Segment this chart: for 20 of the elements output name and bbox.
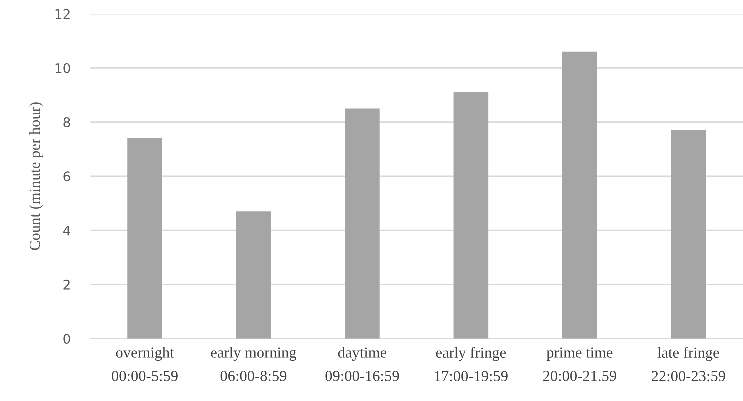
x-tick-label: early fringe 17:00-19:59 <box>435 347 508 382</box>
y-tick-label: 10 <box>56 63 70 74</box>
bar <box>454 92 489 339</box>
y-tick-label: 6 <box>64 172 70 182</box>
y-tick-label: 0 <box>64 334 70 344</box>
x-tick-label: early morning 06:00-8:59 <box>211 347 297 382</box>
y-tick-label: 4 <box>63 226 70 236</box>
bar <box>128 138 162 339</box>
x-tick-label: prime time 20:00-21.59 <box>543 348 616 382</box>
bar <box>671 130 706 339</box>
x-tick-label: late fringe 22:00-23:59 <box>652 347 726 382</box>
bar <box>345 108 380 339</box>
x-tick-label: overnight 00:00-5:59 <box>112 347 178 382</box>
bar <box>562 52 598 339</box>
x-tick-label: daytime 09:00-16:59 <box>326 347 400 382</box>
y-tick-label: 2 <box>64 280 70 290</box>
y-axis-title: Count (minute per hour) <box>29 102 44 250</box>
y-tick-label: 8 <box>64 118 70 128</box>
bar <box>236 212 272 339</box>
y-tick-label: 12 <box>56 9 70 20</box>
